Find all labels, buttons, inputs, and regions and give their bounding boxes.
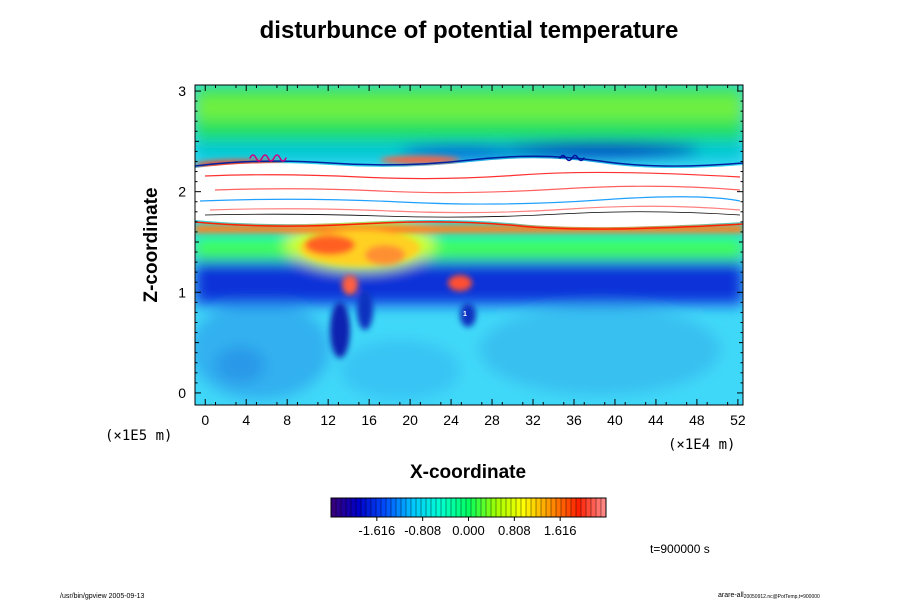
colorbar-segment [461, 498, 467, 517]
x-tick-label: 44 [648, 412, 664, 428]
colorbar-segment [531, 498, 537, 517]
x-tick-label: 52 [730, 412, 746, 428]
chart-title: disturbunce of potential temperature [260, 17, 679, 44]
colorbar-segment [341, 498, 347, 517]
colorbar-segment [336, 498, 342, 517]
colorbar-segment [561, 498, 567, 517]
y-tick-label: 3 [178, 83, 186, 99]
colorbar-segment [331, 498, 337, 517]
colorbar-segment [576, 498, 582, 517]
plot-frame [194, 84, 744, 406]
colorbar-segment [451, 498, 457, 517]
footer-right-sub: 20050912.nc@PotTemp,t=900000 [744, 594, 820, 600]
footer-left: /usr/bin/gpview 2005-09-13 [60, 593, 145, 600]
colorbar-segment [396, 498, 402, 517]
x-tick-label: 28 [484, 412, 500, 428]
colorbar-segment [571, 498, 577, 517]
colorbar-segment [516, 498, 522, 517]
colorbar-segment [546, 498, 552, 517]
contour-label: 1 [463, 311, 467, 318]
colorbar-segment [391, 498, 397, 517]
colorbar-segment [406, 498, 412, 517]
colorbar-segment [456, 498, 462, 517]
y-ticks: 0 1 2 3 [178, 83, 743, 401]
y-tick-label: 1 [178, 284, 186, 300]
colorbar-tick-label: 0.808 [498, 523, 531, 538]
colorbar-segment [481, 498, 487, 517]
x-axis-label: X-coordinate [410, 462, 526, 483]
colorbar-segment [521, 498, 527, 517]
colorbar-segment [356, 498, 362, 517]
x-ticks: 0 4 8 12 16 20 24 28 32 36 40 44 48 52 [201, 85, 746, 428]
x-tick-label: 48 [689, 412, 705, 428]
colorbar-segment [371, 498, 377, 517]
x-tick-label: 12 [320, 412, 336, 428]
colorbar-segment [581, 498, 587, 517]
footer-right: arare-all20050912.nc@PotTemp,t=900000 [718, 592, 820, 600]
colorbar-segment [476, 498, 482, 517]
colorbar-segment [441, 498, 447, 517]
x-tick-label: 20 [402, 412, 418, 428]
colorbar-segment [596, 498, 602, 517]
x-tick-label: 4 [242, 412, 250, 428]
colorbar-segment [376, 498, 382, 517]
x-tick-label: 32 [525, 412, 541, 428]
colorbar-segment [501, 498, 507, 517]
x-axis-unit: (×1E4 m) [668, 437, 735, 453]
colorbar-segment [586, 498, 592, 517]
colorbar-segment [566, 498, 572, 517]
x-tick-label: 24 [443, 412, 459, 428]
colorbar-segment [541, 498, 547, 517]
colorbar-segment [496, 498, 502, 517]
colorbar-segment [366, 498, 372, 517]
colorbar-segment [486, 498, 492, 517]
colorbar-segment [416, 498, 422, 517]
colorbar-segment [361, 498, 367, 517]
colorbar-tick-label: 1.616 [544, 523, 577, 538]
colorbar-segment [381, 498, 387, 517]
footer-right-main: arare-all [718, 592, 744, 599]
colorbar-segment [466, 498, 472, 517]
colorbar-segment [491, 498, 497, 517]
y-tick-label: 0 [178, 385, 186, 401]
colorbar-segment [426, 498, 432, 517]
colorbar-segment [551, 498, 557, 517]
colorbar-tick-label: -1.616 [358, 523, 395, 538]
x-tick-label: 0 [201, 412, 209, 428]
x-tick-label: 8 [283, 412, 291, 428]
y-axis-label: Z-coordinate [141, 187, 162, 302]
colorbar-segment [526, 498, 532, 517]
colorbar-tick-label: -0.808 [404, 523, 441, 538]
colorbar-segment [536, 498, 542, 517]
colorbar: -1.616 -0.808 0.000 0.808 1.616 [330, 497, 607, 538]
y-axis-unit: (×1E5 m) [105, 428, 172, 444]
x-tick-label: 36 [566, 412, 582, 428]
x-tick-label: 16 [361, 412, 377, 428]
colorbar-segment [346, 498, 352, 517]
colorbar-segment [506, 498, 512, 517]
time-annotation: t=900000 s [650, 542, 710, 556]
colorbar-segment [411, 498, 417, 517]
x-tick-label: 40 [607, 412, 623, 428]
colorbar-segment [471, 498, 477, 517]
heatmap-field: 1 [195, 85, 743, 405]
colorbar-segment [601, 498, 607, 517]
colorbar-segment [401, 498, 407, 517]
colorbar-tick-label: 0.000 [452, 523, 485, 538]
colorbar-segment [556, 498, 562, 517]
colorbar-segment [386, 498, 392, 517]
colorbar-segment [431, 498, 437, 517]
colorbar-segment [511, 498, 517, 517]
colorbar-segment [421, 498, 427, 517]
colorbar-segment [351, 498, 357, 517]
colorbar-segment [591, 498, 597, 517]
colorbar-segment [446, 498, 452, 517]
colorbar-segment [436, 498, 442, 517]
y-tick-label: 2 [178, 184, 186, 200]
